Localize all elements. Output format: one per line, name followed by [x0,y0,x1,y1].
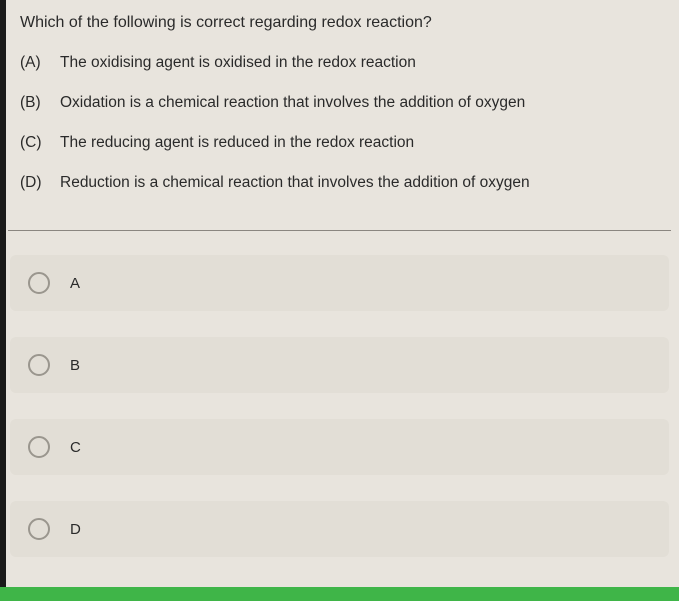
answer-label: C [70,439,81,456]
answer-choice-b[interactable]: B [10,337,669,393]
radio-icon [28,436,50,458]
option-letter: (C) [20,134,46,152]
answer-label: D [70,521,81,538]
question-area: Which of the following is correct regard… [0,0,679,224]
option-text: Reduction is a chemical reaction that in… [60,174,530,192]
answer-choice-d[interactable]: D [10,501,669,557]
answer-area: A B C D [0,231,679,557]
option-row-d: (D) Reduction is a chemical reaction tha… [20,174,659,192]
option-row-a: (A) The oxidising agent is oxidised in t… [20,54,659,72]
radio-icon [28,518,50,540]
option-row-c: (C) The reducing agent is reduced in the… [20,134,659,152]
option-text: Oxidation is a chemical reaction that in… [60,94,525,112]
question-prompt: Which of the following is correct regard… [20,14,659,32]
option-row-b: (B) Oxidation is a chemical reaction tha… [20,94,659,112]
answer-label: A [70,275,80,292]
answer-choice-a[interactable]: A [10,255,669,311]
bottom-progress-bar [0,587,679,601]
option-text: The oxidising agent is oxidised in the r… [60,54,416,72]
left-edge-shadow [0,0,6,601]
option-letter: (B) [20,94,46,112]
radio-icon [28,354,50,376]
option-letter: (D) [20,174,46,192]
option-letter: (A) [20,54,46,72]
option-text: The reducing agent is reduced in the red… [60,134,414,152]
radio-icon [28,272,50,294]
answer-choice-c[interactable]: C [10,419,669,475]
answer-label: B [70,357,80,374]
